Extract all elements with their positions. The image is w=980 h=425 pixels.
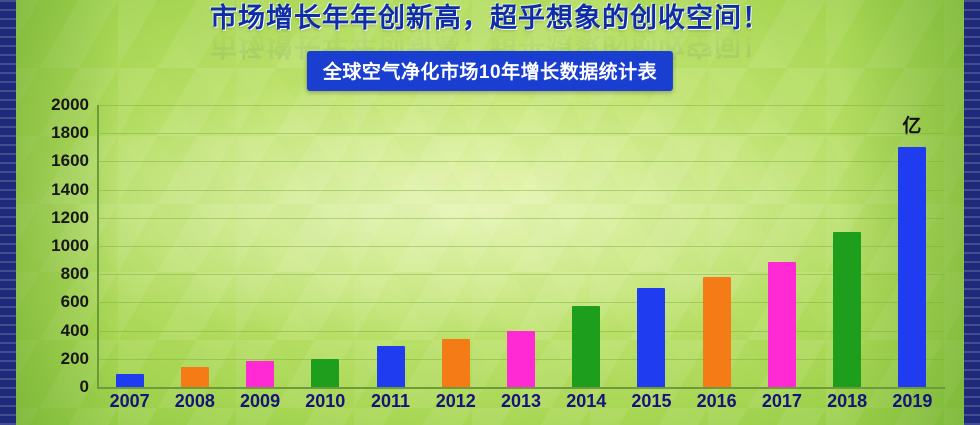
- bar-2012: [441, 339, 470, 387]
- bar-2016: [702, 277, 731, 387]
- bar-2010: [311, 358, 340, 387]
- bar-2009: [246, 360, 275, 387]
- bar-2007: [115, 374, 144, 387]
- y-axis-tick-label: 1400: [51, 179, 89, 199]
- y-axis-tick-label: 800: [60, 264, 89, 284]
- bar-2013: [507, 330, 535, 387]
- gridline: [97, 189, 945, 191]
- bar-2018: [833, 231, 862, 387]
- y-axis-tick-label: 1200: [51, 207, 89, 227]
- right-border-band: [964, 0, 980, 425]
- bar-2017: [767, 261, 796, 387]
- y-axis-tick-label: 1600: [51, 151, 89, 171]
- x-axis-tick-label: 2008: [174, 391, 215, 411]
- x-axis-tick-label: 2013: [500, 391, 541, 411]
- y-axis: [97, 105, 99, 389]
- bar-chart: 亿 0 200 400 600 800 1000 1200 1400 1600 1800 2000 2…: [0, 95, 980, 425]
- chart-subtitle-banner: 全球空气净化市场10年增长数据统计表: [306, 51, 674, 91]
- x-axis-tick-label: 2009: [240, 391, 281, 411]
- y-axis-tick-label: 2000: [51, 95, 89, 114]
- left-band-texture: [0, 0, 16, 425]
- x-axis-tick-label: 2014: [566, 391, 607, 411]
- gridline: [97, 133, 945, 135]
- y-axis-tick-label: 0: [79, 377, 89, 396]
- right-band-texture: [964, 0, 980, 425]
- gridline: [97, 302, 945, 304]
- bar-2019: [898, 146, 927, 387]
- y-axis-tick-label: 600: [60, 292, 89, 312]
- y-axis-tick-label: 400: [60, 320, 89, 340]
- gridline: [97, 217, 945, 219]
- bar-2015: [637, 287, 666, 387]
- gridline: [97, 274, 945, 276]
- x-axis-tick-label: 2019: [892, 391, 933, 411]
- x-axis-tick-label: 2017: [761, 391, 802, 411]
- x-axis-tick-label: 2011: [371, 391, 411, 411]
- gridline: [97, 105, 945, 106]
- gridline: [97, 161, 945, 163]
- y-axis-tick-label: 1800: [51, 123, 89, 143]
- center-glow: [0, 60, 980, 360]
- x-axis: [97, 387, 945, 389]
- x-axis-tick-label: 2007: [109, 391, 150, 411]
- bar-2011: [376, 346, 405, 387]
- x-axis-tick-label: 2012: [435, 391, 476, 411]
- x-axis-tick-label: 2010: [305, 391, 346, 411]
- bar-2008: [180, 367, 209, 387]
- headline: 市场增长年年创新高，超乎想象的创收空间！: [210, 3, 770, 33]
- y-axis-tick-label: 1000: [51, 236, 89, 255]
- x-axis-tick-label: 2015: [631, 391, 672, 411]
- unit-label: 亿: [902, 116, 922, 137]
- x-axis-tick-label: 2018: [827, 391, 868, 411]
- left-border-band: [0, 0, 16, 425]
- bar-2014: [572, 305, 601, 387]
- y-axis-tick-label: 200: [60, 348, 89, 368]
- gridline: [97, 246, 945, 247]
- left-edge-shade: [0, 0, 120, 425]
- x-axis-tick-label: 2016: [696, 391, 737, 411]
